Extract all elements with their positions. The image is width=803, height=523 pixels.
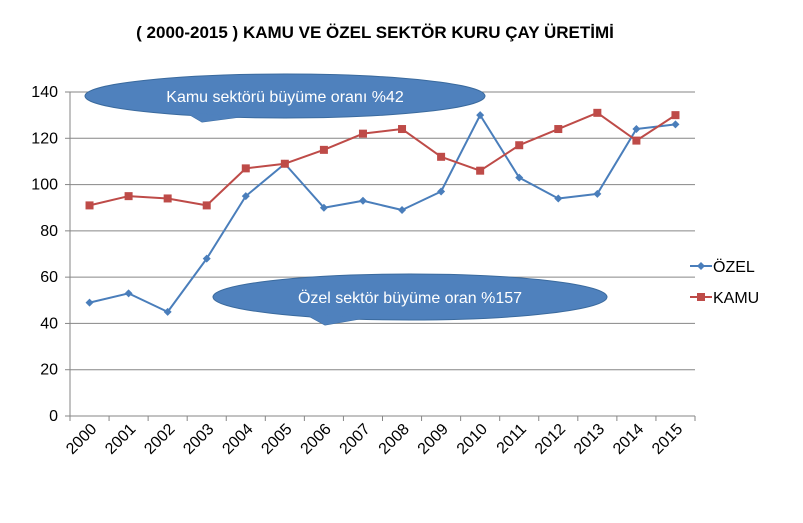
chart-title: ( 2000-2015 ) KAMU VE ÖZEL SEKTÖR KURU Ç…: [136, 23, 614, 42]
data-point-kamu: [437, 152, 446, 161]
x-tick-label: 2005: [258, 421, 295, 458]
data-point-özel: [515, 173, 524, 182]
y-tick-label: 140: [31, 84, 58, 101]
x-tick-label: 2003: [180, 421, 217, 458]
y-tick-label: 100: [31, 177, 58, 194]
y-tick-label: 80: [40, 223, 58, 240]
y-tick-label: 60: [40, 269, 58, 286]
series-group: [85, 108, 680, 316]
legend-label-kamu: KAMU: [713, 290, 759, 307]
gridlines: [70, 91, 695, 417]
legend-label-özel: ÖZEL: [713, 258, 755, 276]
x-tick-label: 2011: [494, 421, 530, 457]
data-point-özel: [202, 254, 211, 263]
data-point-özel: [124, 289, 133, 298]
callout-ellipse: [84, 73, 486, 119]
data-point-özel: [85, 298, 94, 307]
series-line-kamu: [89, 111, 677, 207]
data-point-özel: [632, 125, 641, 134]
callout-tail-fill: [185, 112, 240, 122]
data-point-kamu: [241, 164, 250, 173]
x-tick-label: 2009: [415, 421, 452, 458]
x-tick-label: 2010: [454, 421, 491, 458]
y-tick-label: 20: [40, 362, 58, 379]
data-point-kamu: [398, 125, 407, 134]
data-point-özel: [319, 203, 328, 212]
callout-bubble: Özel sektör büyüme oran %157: [212, 273, 608, 326]
data-point-kamu: [593, 108, 602, 117]
x-tick-label: 2006: [298, 421, 335, 458]
series-line-özel: [89, 114, 676, 313]
x-tick-label: 2001: [102, 421, 139, 458]
data-point-özel: [241, 192, 250, 201]
data-point-kamu: [202, 201, 211, 210]
callout-tail-fill: [305, 314, 365, 325]
data-point-kamu: [632, 136, 641, 145]
data-point-kamu: [476, 166, 485, 175]
callout-ellipse: [212, 273, 608, 321]
data-point-kamu: [280, 159, 289, 168]
x-tick-label: 2000: [63, 421, 100, 458]
x-tick-label: 2008: [376, 421, 413, 458]
callout-bubble: Kamu sektörü büyüme oranı %42: [84, 73, 486, 123]
data-point-özel: [476, 111, 485, 120]
x-tick-label: 2012: [532, 421, 569, 458]
data-point-özel: [437, 187, 446, 196]
callout-text: Özel sektör büyüme oran %157: [298, 289, 522, 307]
y-tick-label: 120: [31, 130, 58, 147]
x-tick-label: 2002: [141, 421, 178, 458]
data-point-kamu: [515, 141, 524, 150]
legend: ÖZEL KAMU: [690, 258, 759, 307]
data-point-kamu: [124, 192, 133, 201]
data-point-kamu: [554, 125, 563, 134]
data-point-kamu: [163, 194, 172, 203]
data-point-özel: [398, 206, 407, 215]
callout-text: Kamu sektörü büyüme oranı %42: [166, 89, 404, 106]
x-tick-label: 2015: [649, 421, 686, 458]
y-tick-label: 0: [49, 408, 58, 425]
data-point-kamu: [671, 111, 680, 120]
y-tick-label: 40: [40, 315, 58, 332]
callouts: Kamu sektörü büyüme oranı %42 Özel sektör…: [84, 73, 608, 326]
data-point-özel: [554, 194, 563, 203]
data-point-kamu: [85, 201, 94, 210]
data-point-kamu: [358, 129, 367, 138]
data-point-kamu: [319, 145, 328, 154]
legend-marker-kamu: [697, 293, 705, 301]
data-point-özel: [358, 196, 367, 205]
data-point-özel: [671, 120, 680, 129]
x-tick-label: 2007: [337, 421, 374, 458]
data-point-özel: [593, 189, 602, 198]
x-tick-label: 2014: [610, 421, 647, 458]
x-tick-label: 2004: [219, 421, 256, 458]
x-tick-label: 2013: [571, 421, 608, 458]
data-point-özel: [163, 307, 172, 316]
legend-marker-özel: [697, 262, 705, 270]
